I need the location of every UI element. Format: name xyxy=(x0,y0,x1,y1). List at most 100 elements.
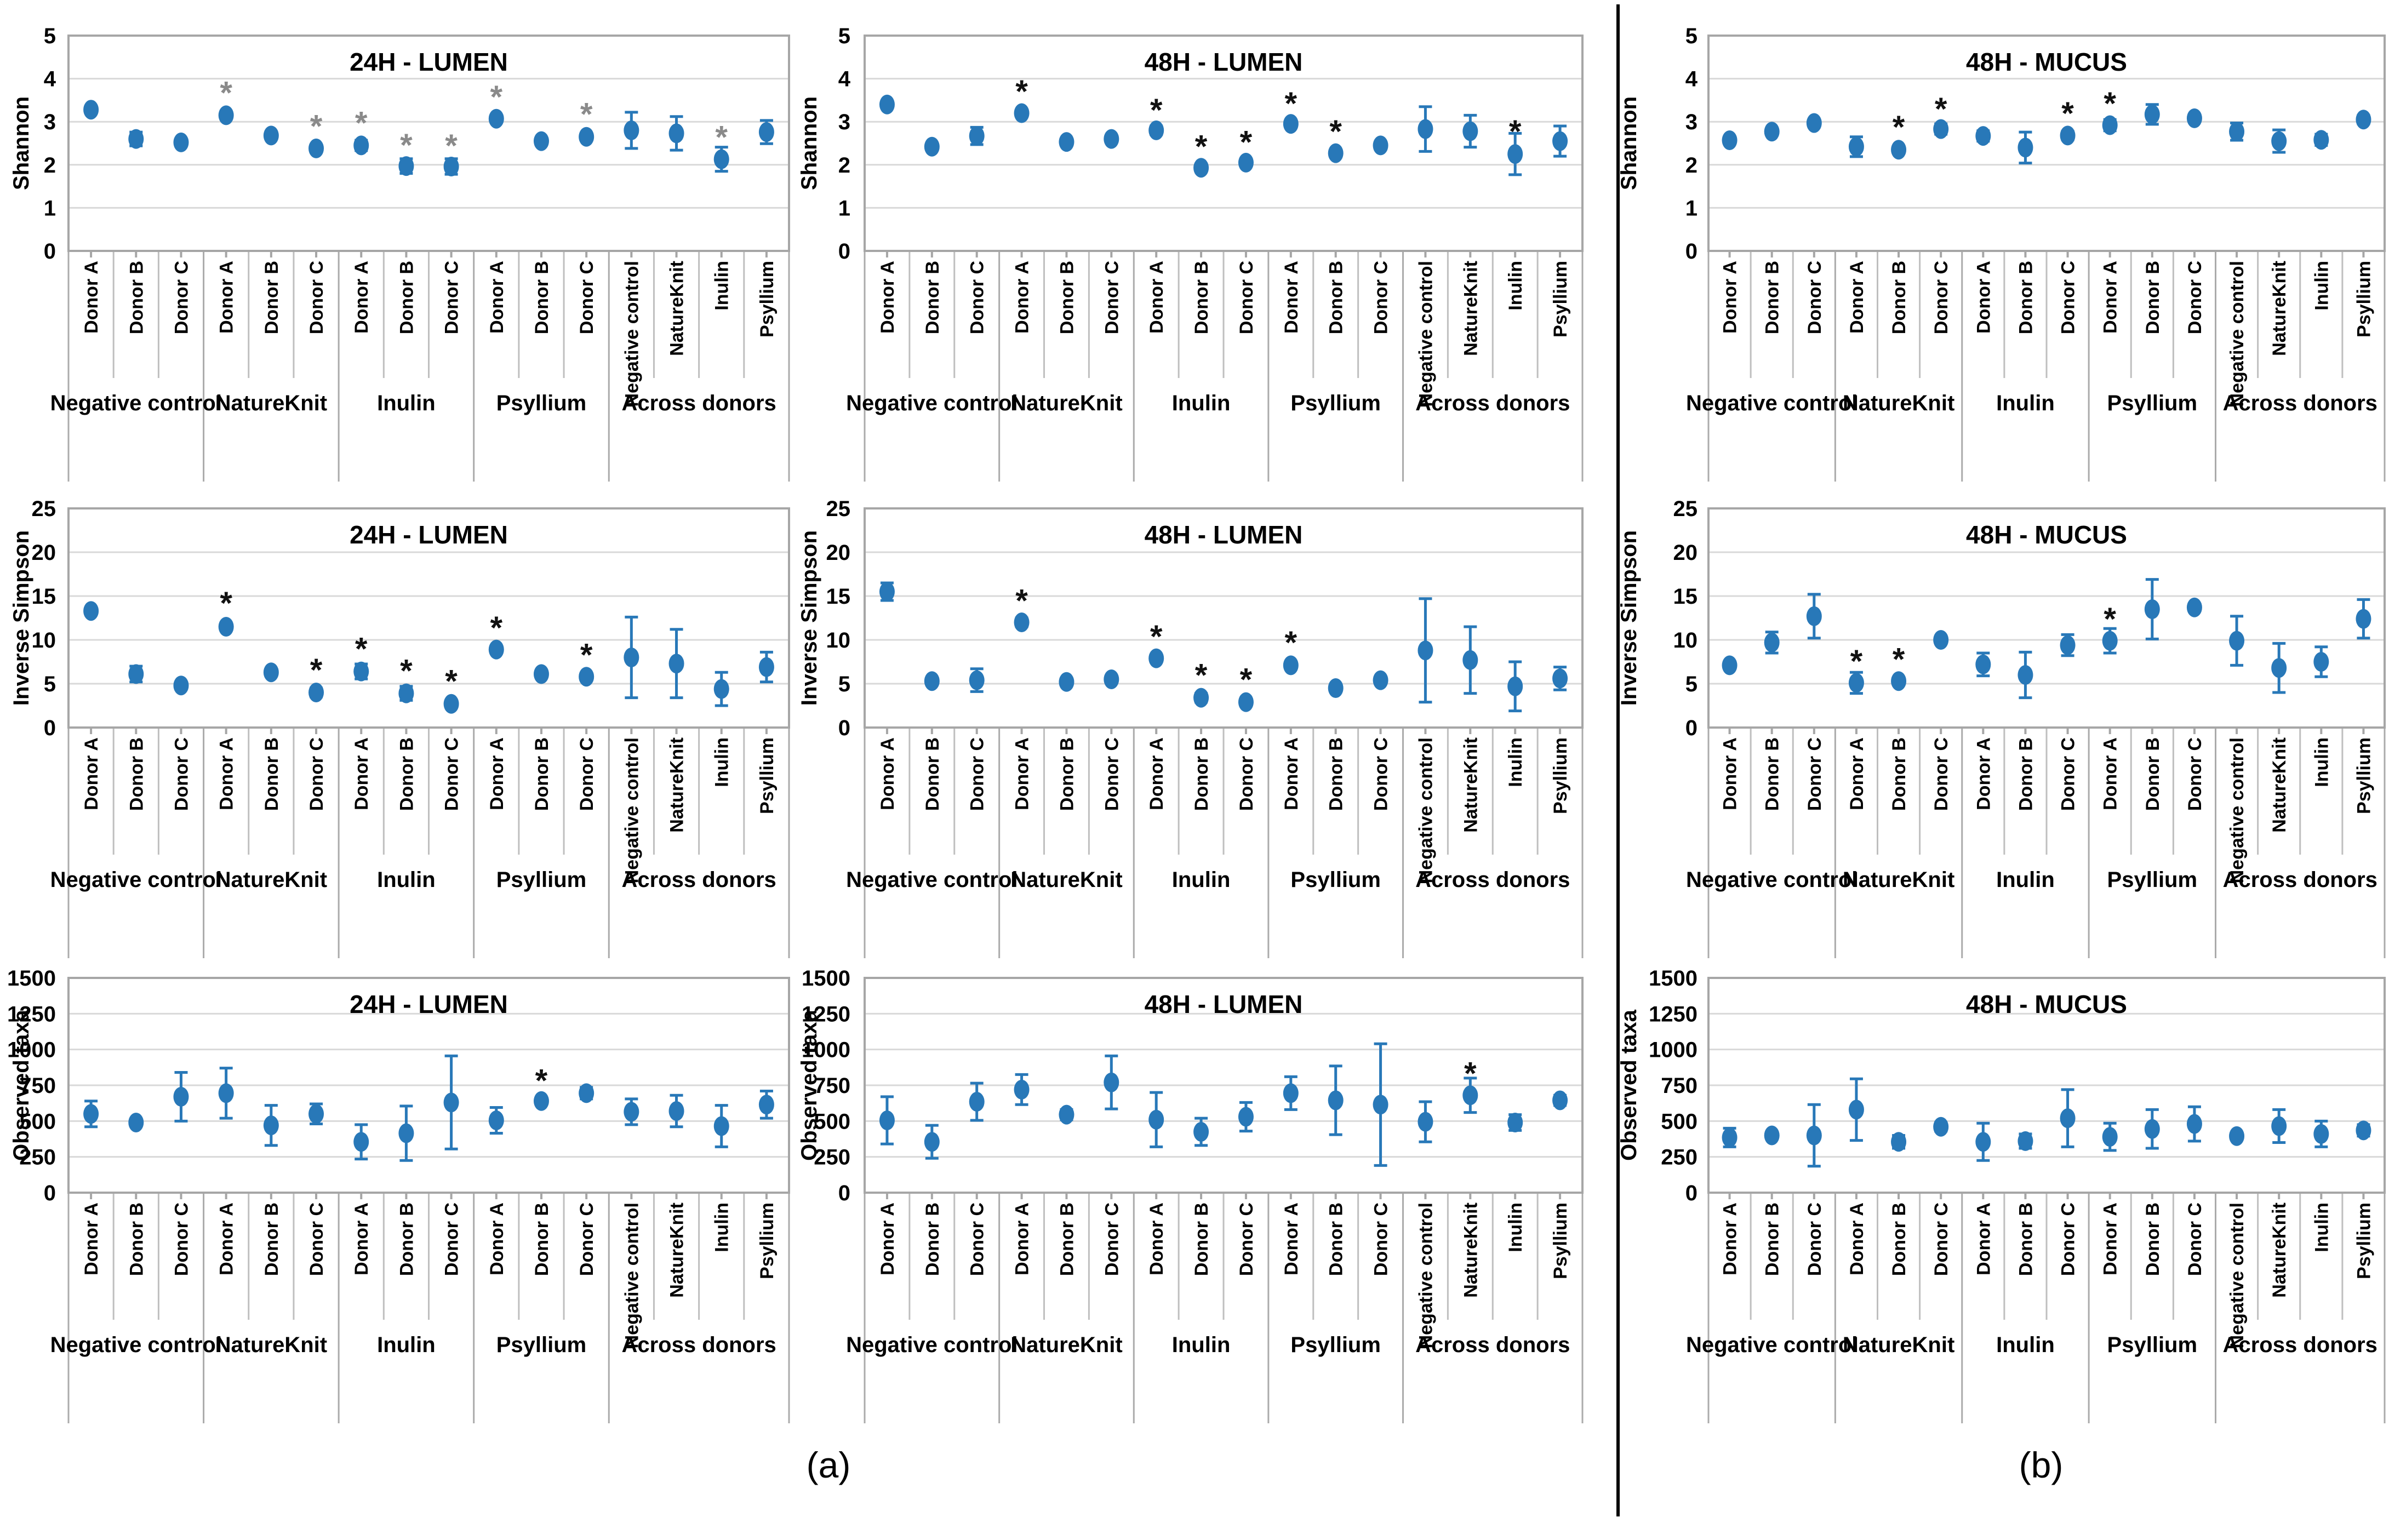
marker-dot xyxy=(1722,655,1738,675)
x-category-label: Donor B xyxy=(531,737,552,811)
marker-dot xyxy=(2060,125,2076,146)
data-point xyxy=(2060,1088,2076,1148)
x-category-label: Donor A xyxy=(1281,737,1302,810)
marker-dot xyxy=(1975,126,1991,146)
data-point: * xyxy=(1328,114,1344,163)
data-point xyxy=(1806,593,1822,640)
data-point xyxy=(1059,132,1075,152)
marker-dot xyxy=(173,132,189,152)
significance-asterisk: * xyxy=(490,79,502,115)
chart-title: 48H - LUMEN xyxy=(1145,520,1303,549)
x-category-label: Donor C xyxy=(967,737,988,811)
data-point xyxy=(758,650,774,684)
significance-asterisk: * xyxy=(310,109,323,145)
x-category-label: Donor C xyxy=(967,261,988,334)
marker-dot xyxy=(1193,158,1209,178)
data-point xyxy=(1104,669,1119,689)
x-category-label: Donor B xyxy=(1056,737,1077,811)
marker-dot xyxy=(2313,1124,2329,1144)
marker-dot xyxy=(668,654,684,674)
x-group-label: Inulin xyxy=(377,391,436,415)
data-point: * xyxy=(1283,625,1299,675)
x-category-label: Donor A xyxy=(1146,1203,1167,1275)
x-category-label: Donor B xyxy=(261,261,282,334)
marker-dot xyxy=(2313,130,2329,150)
data-point xyxy=(1373,670,1388,690)
marker-dot xyxy=(2060,635,2076,655)
data-point xyxy=(83,1100,99,1129)
x-category-label: Donor C xyxy=(1804,1203,1825,1276)
x-category-label: Donor A xyxy=(1146,261,1167,334)
data-point xyxy=(263,662,279,683)
y-tick-label: 1000 xyxy=(7,1038,56,1062)
data-point xyxy=(1764,1125,1780,1146)
data-point xyxy=(1238,1101,1254,1133)
x-group-label: Across donors xyxy=(2223,1333,2377,1357)
marker-dot xyxy=(1848,136,1864,157)
data-point xyxy=(2313,1119,2329,1148)
panel-divider-line xyxy=(1616,4,1620,1516)
x-category-label: Psyllium xyxy=(2353,1203,2374,1279)
x-category-label: Donor B xyxy=(2015,261,2036,334)
marker-dot xyxy=(1373,135,1388,156)
x-group-label: Negative control xyxy=(50,391,222,415)
y-tick-label: 10 xyxy=(1673,628,1698,652)
marker-dot xyxy=(1283,1083,1299,1103)
marker-dot xyxy=(969,126,985,146)
significance-asterisk: * xyxy=(1850,644,1863,679)
x-category-label: Inulin xyxy=(1505,737,1526,787)
x-category-label: Inulin xyxy=(2311,737,2332,787)
x-category-label: Inulin xyxy=(712,737,733,787)
significance-asterisk: * xyxy=(2104,602,2116,637)
data-point: * xyxy=(1014,74,1030,123)
x-category-label: Donor A xyxy=(1281,1203,1302,1275)
data-point xyxy=(488,1106,504,1135)
data-point xyxy=(2144,1108,2160,1150)
x-category-label: Inulin xyxy=(2311,261,2332,311)
marker-dot xyxy=(1552,1090,1568,1110)
marker-dot xyxy=(1238,152,1254,173)
x-category-label: Negative control xyxy=(1415,737,1436,883)
data-point: * xyxy=(398,128,414,176)
y-axis-label: Shannon xyxy=(1617,96,1641,190)
marker-dot xyxy=(969,1092,985,1112)
data-point: * xyxy=(1462,1056,1478,1114)
data-point xyxy=(1764,122,1780,142)
y-tick-label: 5 xyxy=(1685,672,1698,696)
x-category-label: Donor A xyxy=(2100,261,2121,334)
x-group-label: Psyllium xyxy=(496,868,587,892)
y-tick-label: 0 xyxy=(44,716,56,740)
marker-dot xyxy=(2102,631,2118,651)
x-category-label: Donor C xyxy=(1931,261,1952,334)
significance-asterisk: * xyxy=(1285,86,1298,122)
data-point xyxy=(2144,578,2160,640)
marker-dot xyxy=(1193,688,1209,708)
y-tick-label: 500 xyxy=(814,1109,850,1133)
marker-dot xyxy=(1059,672,1075,692)
x-category-label: Donor C xyxy=(1371,261,1392,334)
data-point: * xyxy=(488,610,504,660)
data-point: * xyxy=(1933,91,1949,139)
chart-48h-mucus-shannon: 48H - MUCUS 0 1 2 3 4 5 Shannon Donor A Donor B Do… xyxy=(1617,24,2386,482)
data-point: * xyxy=(353,631,369,682)
x-category-label: Donor A xyxy=(2100,737,2121,810)
marker-dot xyxy=(1806,1125,1822,1146)
data-point xyxy=(668,628,684,700)
plot-border xyxy=(864,977,1584,1194)
marker-dot xyxy=(398,1123,414,1143)
marker-dot xyxy=(2271,131,2287,151)
marker-dot xyxy=(443,156,459,176)
y-tick-label: 500 xyxy=(19,1109,56,1133)
x-category-label: Donor A xyxy=(81,1203,102,1275)
data-point: * xyxy=(1283,86,1299,134)
chart-24h-lumen-inverse-simpson: 24H - LUMEN 0 5 10 15 20 25 Inverse Simpson Dono… xyxy=(9,497,790,958)
data-point: * xyxy=(579,97,595,147)
x-category-label: Donor A xyxy=(216,737,237,810)
data-point xyxy=(2060,633,2076,657)
data-point xyxy=(1848,1077,1864,1142)
marker-dot xyxy=(1462,121,1478,141)
x-category-label: Donor A xyxy=(216,261,237,334)
x-group-label: NatureKnit xyxy=(1843,391,1954,415)
marker-dot xyxy=(488,1110,504,1131)
y-axis-label: Observed taxa xyxy=(1617,1009,1641,1160)
